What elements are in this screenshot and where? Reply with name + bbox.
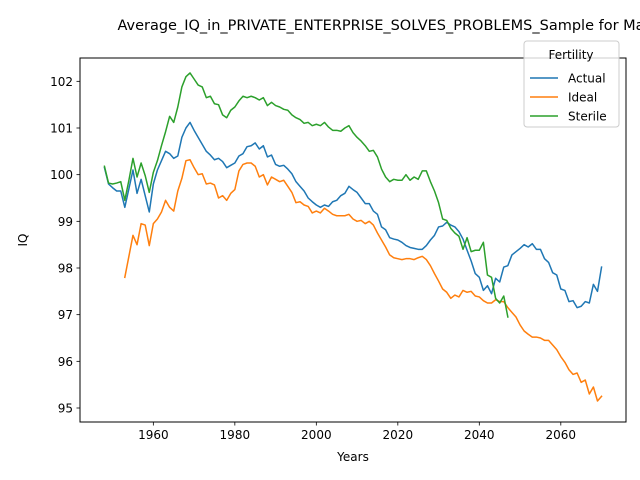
x-tick-label: 1960 — [138, 428, 169, 442]
plot-area — [103, 72, 603, 402]
y-tick-label: 100 — [50, 168, 73, 182]
legend-label-ideal: Ideal — [568, 91, 597, 105]
y-tick-label: 101 — [50, 122, 73, 136]
y-tick-label: 97 — [58, 308, 73, 322]
x-tick-label: 2060 — [546, 428, 577, 442]
y-tick-label: 98 — [58, 262, 73, 276]
y-axis: 95 96 97 98 99 100 101 102 — [50, 75, 80, 416]
x-tick-label: 2020 — [383, 428, 414, 442]
y-tick-label: 96 — [58, 355, 73, 369]
y-tick-label: 102 — [50, 75, 73, 89]
x-tick-label: 1980 — [220, 428, 251, 442]
x-axis-label: Years — [336, 450, 369, 464]
series-layer — [103, 72, 603, 402]
x-tick-label: 2000 — [301, 428, 332, 442]
y-axis-label: IQ — [16, 234, 30, 247]
x-tick-label: 2040 — [464, 428, 495, 442]
y-tick-label: 99 — [58, 215, 73, 229]
series-line-ideal — [123, 158, 603, 402]
legend: Fertility Actual Ideal Sterile — [523, 40, 620, 128]
axes-frame — [79, 57, 627, 423]
legend-title: Fertility — [548, 48, 593, 62]
chart-title: Average_IQ_in_PRIVATE_ENTERPRISE_SOLVES_… — [117, 18, 640, 34]
legend-box — [523, 40, 620, 128]
x-axis: 1960 1980 2000 2020 2040 2060 — [138, 422, 576, 442]
legend-label-sterile: Sterile — [568, 110, 607, 124]
series-line-sterile — [103, 72, 509, 318]
series-line-actual — [103, 121, 603, 309]
y-tick-label: 95 — [58, 402, 73, 416]
legend-label-actual: Actual — [568, 72, 606, 86]
